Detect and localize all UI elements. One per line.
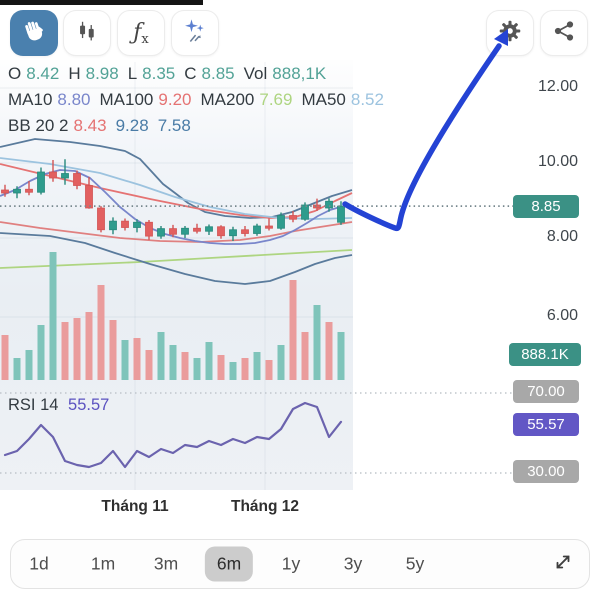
bb-value-0: 8.43: [73, 116, 107, 135]
ohlc-vol-label: Vol: [243, 64, 268, 83]
ma10-line: [0, 169, 353, 245]
bb-label: BB 20 2: [8, 116, 69, 135]
ohlc-h-value: 8.98: [85, 64, 119, 83]
rsi-legend-row: RSI 14 55.57: [8, 396, 109, 415]
bb-legend-row: BB 20 2 8.43 9.28 7.58: [8, 113, 393, 139]
candlestick-icon: [74, 18, 100, 49]
price-tick-6: 6.00: [546, 307, 578, 324]
ohlc-l-value: 8.35: [142, 64, 176, 83]
timeframe-option-5y[interactable]: 5y: [405, 553, 425, 574]
ma50-value: 8.52: [350, 90, 384, 109]
rsi-label: RSI 14: [8, 396, 59, 414]
share-button[interactable]: [540, 10, 588, 56]
ma-legend-row: MA10 8.80 MA100 9.20 MA200 7.69 MA50 8.52: [8, 87, 393, 113]
ohlc-c-label: C: [184, 64, 197, 83]
ma10-label: MA10: [8, 90, 53, 109]
ma100-label: MA100: [99, 90, 154, 109]
timeframe-option-3m[interactable]: 3m: [153, 553, 179, 574]
ma50-line: [0, 157, 353, 220]
ohlc-c-value: 8.85: [201, 64, 235, 83]
settings-button[interactable]: [486, 10, 534, 56]
moving-average-bollinger-lines: [0, 138, 353, 285]
ohlc-o-label: O: [8, 64, 22, 83]
share-icon: [552, 19, 576, 48]
chart-type-button[interactable]: [63, 10, 111, 56]
month-label-december: Tháng 12: [230, 498, 300, 515]
ma200-label: MA200: [200, 90, 255, 109]
magic-tools-button[interactable]: [171, 10, 219, 56]
timeframe-option-6m[interactable]: 6m: [204, 546, 254, 582]
bb-value-1: 9.28: [115, 116, 149, 135]
rsi-value: 55.57: [68, 396, 110, 414]
timeframe-bar: 1d 1m 3m 6m 1y 3y 5y: [10, 539, 590, 589]
sparkles-icon: [181, 17, 209, 50]
rsi-oversold-badge: 30.00: [513, 460, 579, 483]
hand-icon: [21, 17, 48, 49]
rsi-current-badge: 55.57: [513, 413, 579, 436]
rsi-line: [3, 401, 343, 469]
fullscreen-button[interactable]: [545, 546, 581, 582]
ohlc-h-label: H: [68, 64, 81, 83]
expand-icon: [552, 551, 574, 578]
price-tick-10: 10.00: [537, 153, 578, 170]
ma200-line: [0, 249, 353, 269]
ma10-value: 8.80: [57, 90, 91, 109]
timeframe-option-1y[interactable]: 1y: [281, 553, 301, 574]
ohlc-legend-row: O 8.42 H 8.98 L 8.35 C 8.85 Vol 888,1K: [8, 61, 393, 87]
bb_lower-line: [0, 232, 353, 285]
ohlc-vol-value: 888,1K: [272, 64, 327, 83]
ma100-line: [0, 163, 353, 219]
current-price-badge: 8.85: [513, 195, 579, 218]
fx-icon: ƒx: [133, 19, 149, 47]
top-black-strip: [0, 0, 203, 5]
gear-icon: [497, 18, 523, 49]
ma100-value: 9.20: [158, 90, 192, 109]
ma200-value: 7.69: [259, 90, 293, 109]
rsi-overbought-badge: 70.00: [513, 380, 579, 403]
volume-bars: [1, 252, 345, 380]
timeframe-option-3y[interactable]: 3y: [343, 553, 363, 574]
pan-tool-button[interactable]: [10, 10, 58, 56]
chart-plot-background: [0, 60, 353, 490]
price-tick-12: 12.00: [537, 78, 578, 95]
price-tick-8: 8.00: [546, 228, 578, 245]
level-dotted-lines: [0, 205, 513, 474]
indicators-button[interactable]: ƒx: [117, 10, 165, 56]
ohlc-l-label: L: [127, 64, 138, 83]
ma50-label: MA50: [301, 90, 346, 109]
timeframe-option-1d[interactable]: 1d: [29, 553, 49, 574]
candlesticks: [1, 159, 345, 241]
indicator-legend: O 8.42 H 8.98 L 8.35 C 8.85 Vol 888,1K MA10 8.80 MA…: [8, 61, 393, 139]
ohlc-o-value: 8.42: [26, 64, 60, 83]
month-label-november: Tháng 11: [101, 498, 169, 515]
timeframe-option-1m[interactable]: 1m: [90, 553, 116, 574]
bb-value-2: 7.58: [157, 116, 191, 135]
volume-badge: 888.1K: [509, 343, 581, 366]
